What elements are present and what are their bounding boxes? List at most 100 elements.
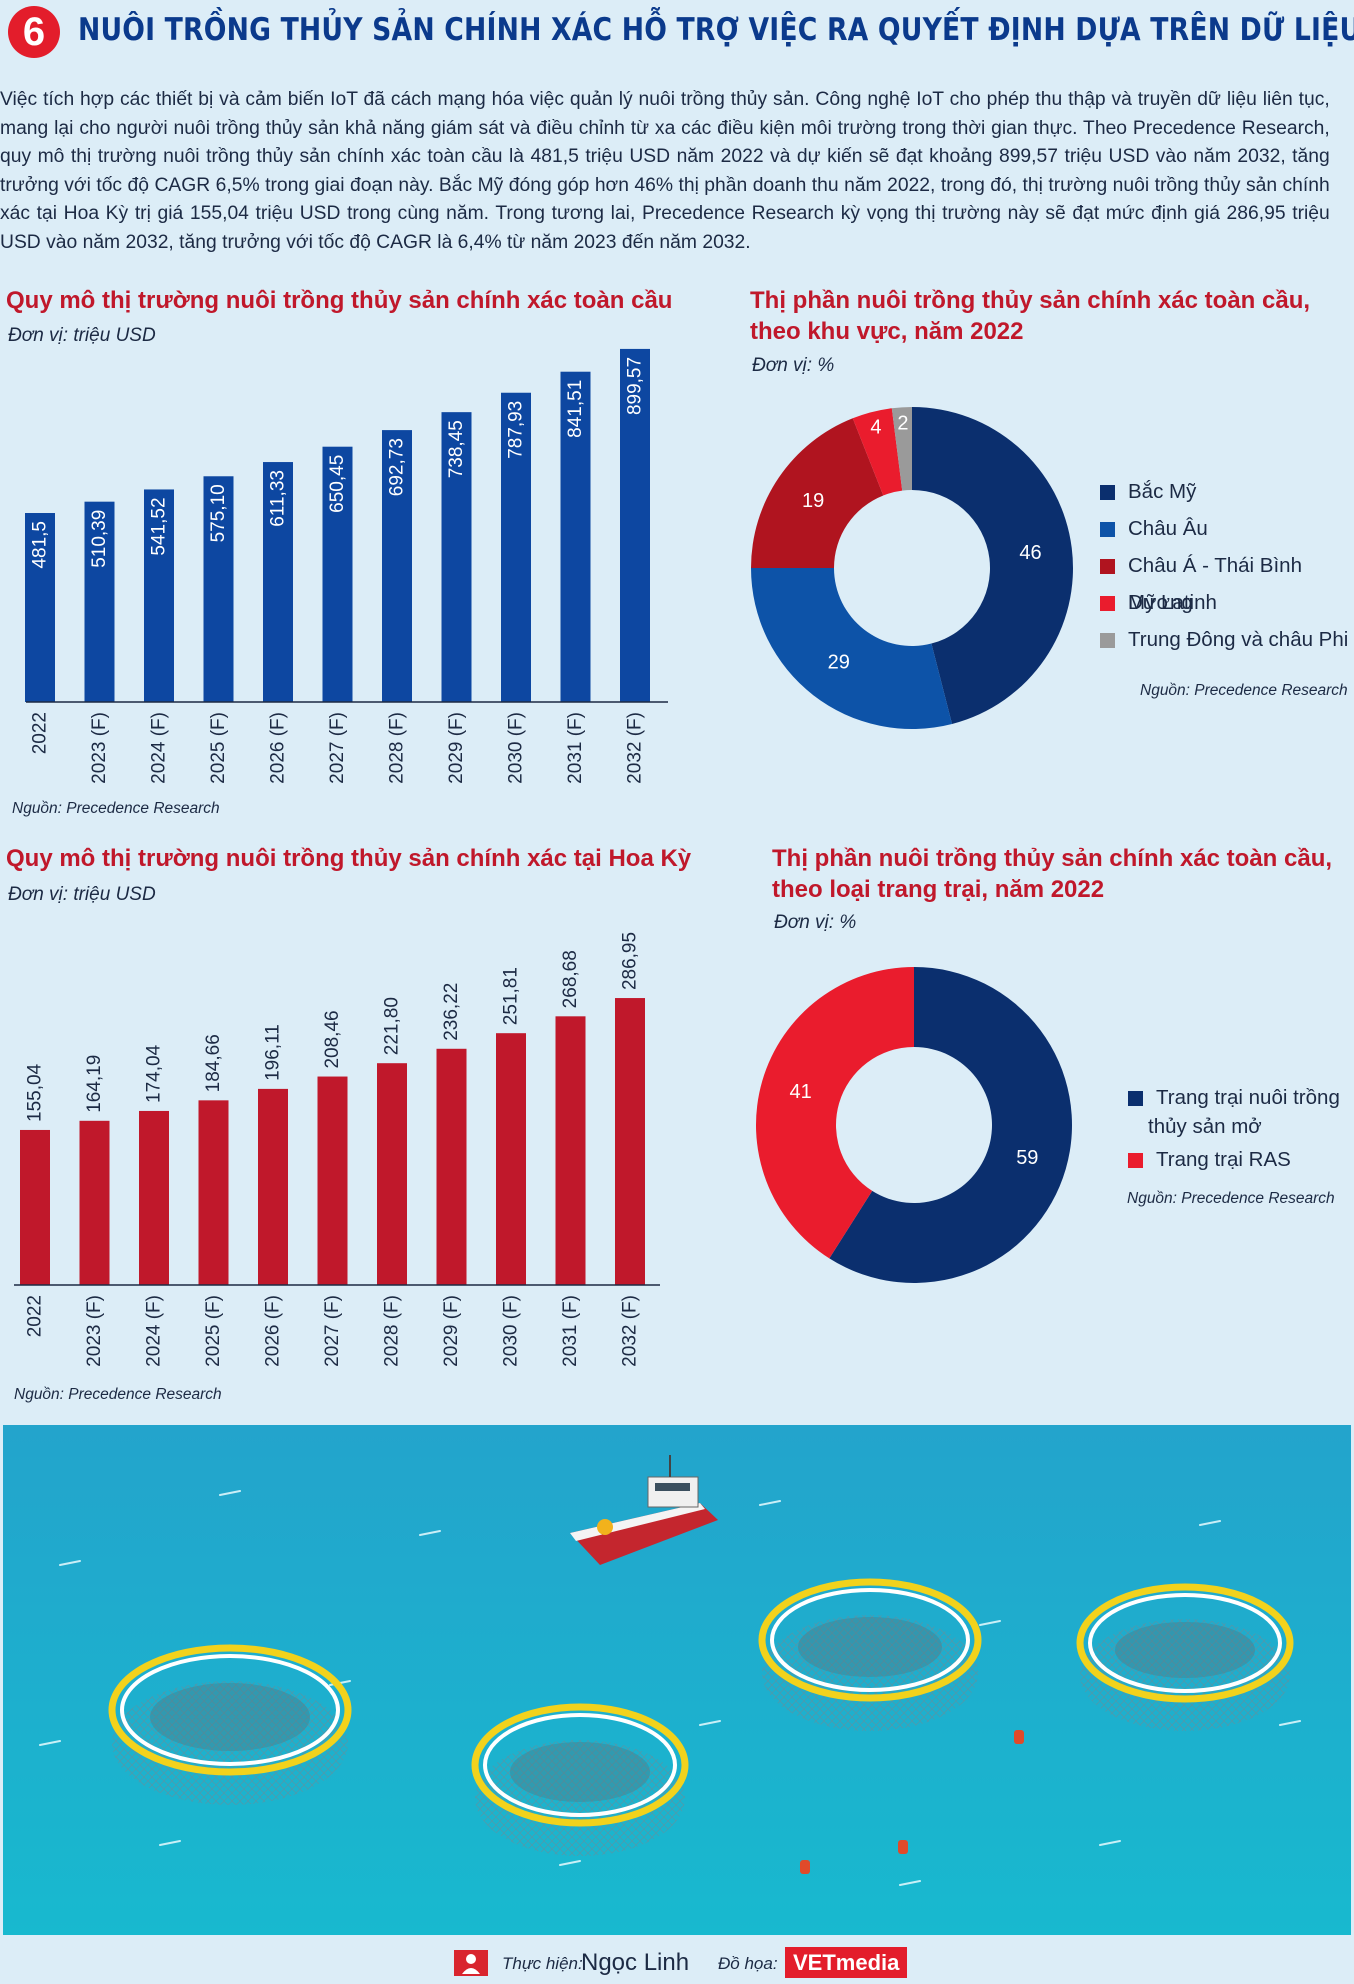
bar-5 — [322, 446, 353, 702]
chart3-source: Nguồn: Precedence Research — [14, 1386, 222, 1403]
fish-cage-4 — [1076, 1583, 1294, 1731]
slice-1 — [756, 967, 914, 1259]
chart4-donut-chart: 59 41 — [756, 967, 1072, 1283]
bar-1 — [84, 501, 115, 702]
footer: Thực hiện: Ngọc Linh Đồ họa: VETmedia — [0, 1942, 1354, 1984]
bar-value-label-7: 738,45 — [446, 420, 467, 478]
category-label-1: 2023 (F) — [89, 712, 110, 784]
bar-3 — [198, 1100, 229, 1285]
chart4-title-line1: Thị phần nuôi trồng thủy sản chính xác t… — [772, 845, 1333, 872]
bar-value-label-5: 650,45 — [327, 455, 348, 513]
chart2-title-line2: theo khu vực, năm 2022 — [750, 318, 1024, 345]
category-label-4: 2026 (F) — [263, 1295, 284, 1367]
bar-value-label-4: 611,33 — [268, 470, 289, 527]
chart2-source: Nguồn: Precedence Research — [1140, 682, 1348, 699]
chart1-unit: Đơn vị: triệu USD — [8, 325, 156, 346]
bar-value-label-2: 174,04 — [144, 1044, 165, 1103]
legend-label: Châu Âu — [1128, 517, 1208, 540]
wave-marks — [39, 1490, 1301, 1886]
slice-2 — [751, 418, 884, 568]
category-label-3: 2025 (F) — [208, 712, 229, 784]
slice-label-4: 2 — [897, 412, 908, 434]
bar-10 — [615, 998, 645, 1285]
legend-swatch — [1100, 559, 1115, 574]
chart3-title: Quy mô thị trường nuôi trồng thủy sản ch… — [6, 845, 692, 872]
slice-4 — [891, 407, 912, 491]
bar-4 — [263, 462, 293, 702]
bar-2 — [144, 489, 174, 702]
legend-item-3: Mỹ Latinh — [1100, 584, 1354, 621]
legend-item-ras-farm: Trang trại RAS — [1128, 1141, 1340, 1178]
bar-value-label-8: 787,93 — [506, 401, 527, 459]
bar-value-label-3: 184,66 — [203, 1034, 224, 1092]
legend-item-open-farm-line2: thủy sản mở — [1128, 1112, 1340, 1141]
category-label-0: 2022 — [25, 1295, 46, 1337]
chart1-title: Quy mô thị trường nuôi trồng thủy sản ch… — [6, 287, 673, 314]
bar-value-label-10: 286,95 — [620, 932, 641, 990]
category-label-9: 2031 (F) — [565, 712, 586, 784]
chart4-title: Thị phần nuôi trồng thủy sản chính xác t… — [772, 843, 1332, 905]
bar-10 — [620, 348, 650, 702]
slice-label-1: 41 — [790, 1081, 812, 1103]
legend-label-line1: Trang trại nuôi trồng — [1156, 1086, 1340, 1109]
sea-illustration — [3, 1425, 1351, 1935]
category-label-5: 2027 (F) — [327, 712, 348, 784]
legend-item-1: Châu Âu — [1100, 510, 1354, 547]
chart2-legend: Bắc Mỹ Châu Âu Châu Á - Thái Bình Dương Mỹ … — [1100, 473, 1354, 658]
bar-7 — [441, 412, 472, 702]
category-label-6: 2028 (F) — [387, 712, 408, 784]
fish-cage-1 — [108, 1644, 352, 1805]
bar-value-label-0: 481,5 — [30, 521, 51, 569]
chart1-source: Nguồn: Precedence Research — [12, 800, 220, 817]
bar-value-label-1: 164,19 — [84, 1055, 105, 1113]
bar-value-label-10: 899,57 — [625, 357, 646, 415]
slice-label-2: 19 — [802, 490, 824, 512]
category-label-10: 2032 (F) — [620, 1295, 641, 1367]
slice-1 — [751, 568, 953, 729]
legend-label: Mỹ Latinh — [1128, 591, 1217, 614]
category-label-10: 2032 (F) — [625, 712, 646, 784]
bar-1 — [79, 1120, 110, 1285]
category-label-2: 2024 (F) — [144, 1295, 165, 1367]
chart2-unit: Đơn vị: % — [752, 355, 835, 376]
chart3-bar-chart: 155,04 2022 164,19 2023 (F) 174,04 2024 (F) 18… — [14, 932, 660, 1367]
bar-value-label-1: 510,39 — [89, 510, 110, 568]
legend-label: Trung Đông và châu Phi — [1128, 628, 1349, 651]
chart2-title: Thị phần nuôi trồng thủy sản chính xác t… — [750, 285, 1310, 347]
legend-item-4: Trung Đông và châu Phi — [1100, 621, 1354, 658]
chart4-unit: Đơn vị: % — [774, 912, 857, 933]
intro-paragraph: Việc tích hợp các thiết bị và cảm biến I… — [0, 88, 1330, 253]
category-label-0: 2022 — [30, 712, 51, 754]
fish-cage-3 — [758, 1578, 982, 1731]
category-label-4: 2026 (F) — [268, 712, 289, 784]
legend-label-line2: thủy sản mở — [1148, 1115, 1262, 1138]
bar-value-label-4: 196,11 — [263, 1024, 284, 1081]
category-label-8: 2030 (F) — [501, 1295, 522, 1367]
category-label-3: 2025 (F) — [203, 1295, 224, 1367]
legend-swatch — [1128, 1091, 1143, 1106]
chart4-source: Nguồn: Precedence Research — [1127, 1190, 1335, 1207]
bar-6 — [382, 430, 412, 702]
page-title: NUÔI TRỒNG THỦY SẢN CHÍNH XÁC HỖ TRỢ VIỆ… — [78, 12, 1354, 48]
slice-0 — [912, 407, 1074, 724]
legend-label: Bắc Mỹ — [1128, 480, 1197, 503]
bar-value-label-0: 155,04 — [25, 1063, 46, 1122]
bar-value-label-2: 541,52 — [149, 497, 170, 555]
author-label: Thực hiện: — [502, 1954, 583, 1973]
bar-value-label-5: 208,46 — [322, 1010, 343, 1068]
legend-swatch — [1100, 633, 1115, 648]
bar-6 — [377, 1063, 407, 1285]
chart1-bar-chart: 481,5 2022 510,39 2023 (F) 541,52 2024 (F) 575… — [25, 348, 668, 784]
bar-0 — [25, 513, 55, 702]
bar-7 — [436, 1048, 467, 1285]
bar-9 — [560, 371, 591, 702]
bar-value-label-7: 236,22 — [441, 983, 462, 1041]
graphics-label: Đồ họa: — [718, 1954, 778, 1973]
legend-swatch — [1128, 1153, 1143, 1168]
boat — [570, 1455, 718, 1565]
vetmedia-logo: VETmedia — [785, 1947, 908, 1978]
legend-item-0: Bắc Mỹ — [1100, 473, 1354, 510]
category-label-2: 2024 (F) — [149, 712, 170, 784]
chart4-title-line2: theo loại trang trại, năm 2022 — [772, 876, 1105, 903]
slice-label-0: 46 — [1019, 542, 1041, 564]
